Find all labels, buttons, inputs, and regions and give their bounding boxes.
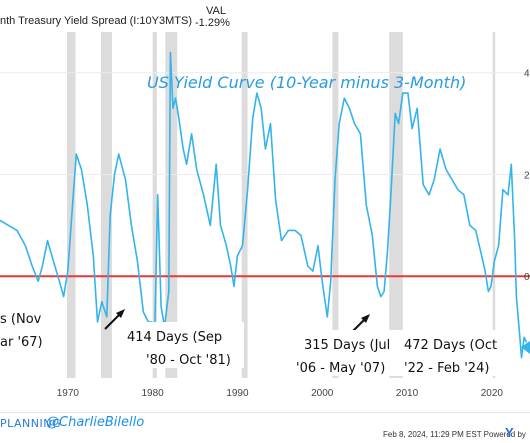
annotation-4-line2: '22 - Feb '24) xyxy=(404,361,489,376)
x-tick-label: 2020 xyxy=(481,388,504,399)
y-tick-label: 2 xyxy=(524,170,530,181)
y-tick-label: 0 xyxy=(524,272,530,283)
ycharts-logo: Y xyxy=(505,425,514,440)
footer-brand: PLANNING xyxy=(0,417,61,430)
recession-band-4 xyxy=(165,32,178,378)
annotation-2-bg xyxy=(124,322,244,368)
x-tick-label: 2000 xyxy=(311,388,334,399)
annotation-3-line2: '06 - May '07) xyxy=(296,361,385,376)
gridlines xyxy=(0,72,530,277)
y-axis-ticks: 4 2 0 xyxy=(524,69,530,284)
footer-divider xyxy=(0,412,530,413)
annotation-4-line1: 472 Days (Oct xyxy=(404,338,497,353)
annotation-3-arrowhead xyxy=(361,314,370,323)
annotation-2-line2: '80 - Oct '81) xyxy=(146,353,231,368)
recession-band-2 xyxy=(100,32,112,378)
x-axis-ticks: 1970 1980 1990 2000 2010 2020 xyxy=(57,388,504,399)
x-tick-label: 2010 xyxy=(396,388,419,399)
chart-title: US Yield Curve (10-Year minus 3-Month) xyxy=(147,73,466,92)
annotation-2-line1: 414 Days (Sep xyxy=(127,330,222,345)
x-tick-label: 1970 xyxy=(57,388,80,399)
y-tick-label: 4 xyxy=(524,69,530,80)
val-value: -1.29% xyxy=(195,17,230,29)
annotation-1-bg xyxy=(0,303,44,353)
footer-timestamp: Feb 8, 2024, 11:29 PM EST Powered by xyxy=(383,430,526,439)
recession-band-8 xyxy=(492,32,496,378)
annotation-3-bg xyxy=(293,330,403,376)
footer-handle[interactable]: @CharlieBilello xyxy=(46,415,145,430)
val-label: VAL xyxy=(206,5,226,17)
x-tick-label: 1990 xyxy=(226,388,249,399)
x-tick-label: 1980 xyxy=(142,388,165,399)
series-line xyxy=(0,51,528,359)
yield-curve-chart: US Yield Curve (10-Year minus 3-Month) 1… xyxy=(0,32,530,399)
recession-band-3 xyxy=(152,32,157,378)
annotation-1-line1: s (Nov xyxy=(0,312,42,327)
annotation-4-bg xyxy=(401,330,501,376)
recession-band-1 xyxy=(66,32,76,378)
current-value-marker xyxy=(521,341,530,354)
recession-band-5 xyxy=(241,32,248,378)
annotation-3-line1: 315 Days (Jul xyxy=(304,338,390,353)
recession-band-6 xyxy=(332,32,339,378)
annotation-1-line2: ar '67) xyxy=(0,335,43,350)
annotation-2-arrowhead xyxy=(116,309,125,318)
series-label: nth Treasury Yield Spread (I:10Y3MTS) xyxy=(0,15,192,27)
